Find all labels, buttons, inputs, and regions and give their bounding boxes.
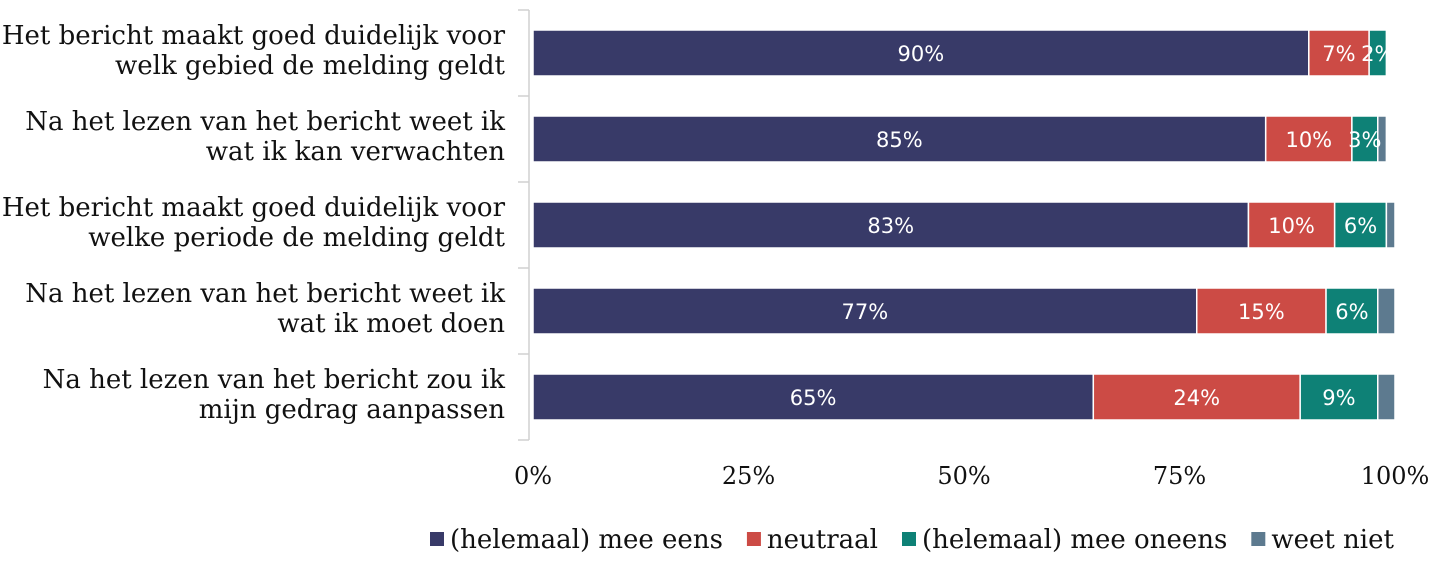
bar-segment: [1325, 287, 1379, 335]
data-label: 77%: [842, 300, 889, 324]
x-tick-label: 0%: [514, 462, 552, 490]
bar-segment: [1092, 373, 1301, 421]
y-axis-tick-marks: [518, 9, 529, 441]
bar-segment: [1368, 29, 1388, 77]
bar-segment: [532, 373, 1095, 421]
category-label-line: welke periode de melding geldt: [88, 223, 505, 253]
bar-segment: [532, 287, 1198, 335]
bar-segment: [1264, 115, 1353, 163]
legend-label: weet niet: [1271, 525, 1394, 555]
bar-segment: [1377, 115, 1388, 163]
data-label: 15%: [1238, 300, 1285, 324]
legend-label: (helemaal) mee eens: [450, 525, 723, 555]
data-label: 85%: [876, 128, 923, 152]
category-labels: Het bericht maakt goed duidelijk voor wel…: [2, 21, 506, 425]
data-label: 2%: [1361, 42, 1394, 66]
legend-swatch: [746, 532, 761, 546]
category-label: Na het lezen van het bericht zou ik mijn …: [43, 365, 506, 425]
legend-label: (helemaal) mee oneens: [922, 525, 1227, 555]
data-labels: 90% 7% 2% 85% 10% 3% 83% 10% 6% 77% 15% 6% 65% 24% 9%: [790, 42, 1395, 410]
category-label-line: welk gebied de melding geldt: [115, 51, 506, 81]
data-label: 10%: [1285, 128, 1332, 152]
bar-segment: [1385, 201, 1396, 249]
x-tick-label: 75%: [1153, 462, 1206, 490]
category-label: Na het lezen van het bericht weet ik wat …: [25, 107, 505, 167]
category-label-line: Na het lezen van het bericht weet ik: [25, 279, 505, 309]
category-label-line: wat ik moet doen: [277, 309, 505, 339]
bar-segment: [532, 201, 1250, 249]
bar-segment: [1299, 373, 1379, 421]
category-label-line: Het bericht maakt goed duidelijk voor: [2, 193, 506, 223]
bar-segment: [1333, 201, 1388, 249]
bar-segment: [1377, 373, 1396, 421]
category-label-line: wat ik kan verwachten: [206, 137, 505, 167]
bars: [532, 29, 1396, 421]
bar-segment: [1351, 115, 1379, 163]
category-label: Na het lezen van het bericht weet ik wat …: [25, 279, 505, 339]
data-label: 24%: [1173, 386, 1220, 410]
category-label-line: Na het lezen van het bericht zou ik: [43, 365, 506, 395]
category-label-line: Na het lezen van het bericht weet ik: [25, 107, 505, 137]
category-label-line: mijn gedrag aanpassen: [199, 395, 506, 425]
bar-segment: [1308, 29, 1370, 77]
data-label: 83%: [867, 214, 914, 238]
legend-swatch: [430, 532, 444, 546]
x-axis-tick-labels: 0% 25% 50% 75% 100%: [514, 462, 1429, 490]
category-label-line: Het bericht maakt goed duidelijk voor: [2, 21, 506, 51]
legend-label: neutraal: [767, 525, 878, 555]
x-tick-label: 50%: [937, 462, 990, 490]
bar-segment: [532, 115, 1267, 163]
legend-swatch: [902, 532, 916, 546]
data-label: 90%: [898, 42, 945, 66]
bar-segment: [1247, 201, 1336, 249]
data-label: 7%: [1322, 42, 1355, 66]
bar-segment: [1195, 287, 1327, 335]
data-label: 65%: [790, 386, 837, 410]
category-label: Het bericht maakt goed duidelijk voor wel…: [2, 193, 506, 253]
data-label: 3%: [1348, 128, 1381, 152]
category-label: Het bericht maakt goed duidelijk voor wel…: [2, 21, 506, 81]
data-label: 6%: [1335, 300, 1368, 324]
data-label: 10%: [1268, 214, 1315, 238]
data-label: 6%: [1344, 214, 1377, 238]
legend-swatch: [1251, 532, 1266, 546]
bar-segment: [532, 29, 1310, 77]
legend: (helemaal) mee eens neutraal (helemaal) me…: [430, 525, 1395, 555]
data-label: 9%: [1322, 386, 1355, 410]
bar-segment: [1377, 287, 1396, 335]
x-tick-label: 25%: [722, 462, 775, 490]
x-tick-label: 100%: [1361, 462, 1430, 490]
